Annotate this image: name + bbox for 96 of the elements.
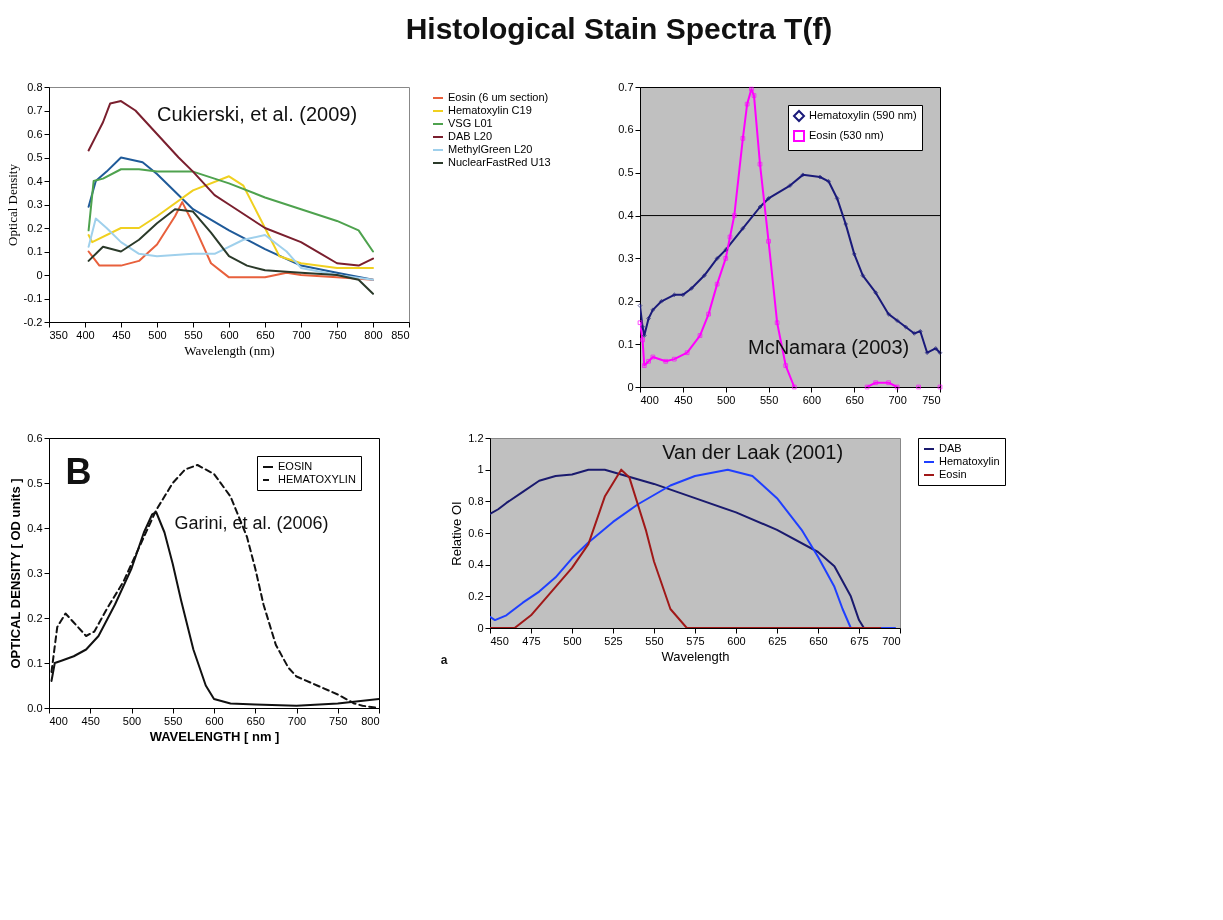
y-tick-label: 1.2 [468,431,484,444]
annotation: Van der Laak (2001) [662,441,844,464]
x-tick-label: 550 [164,714,183,727]
y-tick-label: 0.3 [27,566,43,579]
y-tick-label: 0.6 [27,431,43,444]
legend-label: DAB L20 [448,130,493,142]
x-tick-label: 550 [645,634,664,647]
y-tick-label: 0.3 [27,198,43,210]
legend-label: Eosin (530 nm) [809,129,884,141]
annotation: Cukierski, et al. (2009) [157,103,358,126]
x-tick-label: 500 [717,393,736,406]
legend-label: Hematoxylin [939,455,1000,467]
x-tick-label: 700 [292,328,311,341]
x-tick-label: 600 [727,634,746,647]
y-tick-label: 0.2 [27,611,43,624]
y-axis-title: Optical Density [4,163,20,246]
y-tick-label: 0.7 [618,80,634,93]
x-tick-label: 550 [184,328,203,341]
y-axis-title: OPTICAL DENSITY [ OD units ] [8,478,24,669]
x-tick-label: 800 [361,714,380,727]
legend-label: Eosin [939,468,967,480]
x-tick-label: 650 [845,393,864,406]
legend-label: HEMATOXYLIN [278,473,356,485]
y-tick-label: 0.0 [27,701,43,714]
x-tick-label: 350 [49,328,68,341]
y-tick-label: 0.6 [27,127,43,140]
x-axis-title: WAVELENGTH [ nm ] [149,728,280,744]
y-tick-label: 0.1 [27,245,43,257]
y-axis-title: Relative OI [449,501,465,566]
y-tick-label: 1 [477,463,484,476]
x-tick-label: 500 [563,634,582,647]
x-tick-label: 575 [686,634,705,647]
y-tick-label: 0.8 [468,494,484,507]
x-tick-label: 750 [329,714,348,727]
y-tick-label: 0.6 [618,123,634,136]
annotation: B [65,451,92,493]
x-tick-label: 625 [768,634,787,647]
legend-label: EOSIN [278,460,313,472]
y-tick-label: 0.6 [468,526,484,539]
x-tick-label: 600 [802,393,822,406]
y-tick-label: 0.5 [618,166,634,179]
x-tick-label: 675 [850,634,869,647]
x-tick-label: 750 [328,328,347,341]
y-tick-label: 0 [36,268,43,281]
x-tick-label: 400 [49,714,68,727]
x-tick-label: 400 [76,328,95,341]
y-tick-label: 0.2 [618,294,634,307]
text: a [440,653,448,668]
x-tick-label: 550 [759,393,779,406]
x-tick-label: 450 [490,634,509,647]
x-tick-label: 700 [882,634,901,647]
text: Histological Stain Spectra T(f) [405,12,833,45]
x-tick-label: 650 [256,328,275,341]
y-tick-label: 0.1 [618,337,634,350]
y-tick-label: 0.5 [27,476,43,489]
x-tick-label: 500 [148,328,167,341]
y-tick-label: -0.2 [23,315,43,328]
x-tick-label: 450 [674,393,693,406]
x-tick-label: 800 [364,328,383,341]
x-tick-label: 750 [922,393,941,406]
x-tick-label: 500 [122,714,142,727]
x-tick-label: 475 [522,634,541,647]
x-tick-label: 450 [81,714,100,727]
y-tick-label: 0.7 [27,104,43,116]
y-tick-label: -0.1 [23,292,43,304]
x-tick-label: 525 [604,634,623,647]
legend-label: Eosin (6 um section) [448,91,549,103]
legend-label: NuclearFastRed U13 [448,156,551,168]
y-tick-label: 0.2 [468,589,484,602]
x-axis-title: Wavelength (nm) [184,342,275,358]
y-tick-label: 0.4 [468,558,484,571]
y-tick-label: 0.4 [27,174,43,187]
x-tick-label: 700 [287,714,307,727]
x-tick-label: 600 [220,328,239,341]
y-tick-label: 0.8 [27,80,43,93]
x-tick-label: 450 [112,328,131,341]
y-tick-label: 0.4 [27,521,43,534]
legend-label: Hematoxylin (590 nm) [809,109,917,121]
legend-label: VSG L01 [448,117,493,129]
y-tick-label: 0 [627,380,634,393]
x-tick-label: 400 [640,393,659,406]
x-tick-label: 850 [391,328,410,341]
y-tick-label: 0.3 [618,251,634,264]
x-axis-title: Wavelength [661,648,730,664]
x-tick-label: 650 [246,714,265,727]
y-tick-label: 0.1 [27,656,43,669]
y-tick-label: 0.2 [27,221,43,234]
x-tick-label: 600 [205,714,224,727]
y-tick-label: 0 [477,621,484,634]
x-tick-label: 700 [888,393,907,406]
y-tick-label: 0.5 [27,151,43,163]
legend-label: DAB [939,442,962,454]
legend-label: Hematoxylin C19 [448,104,532,116]
y-tick-label: 0.4 [618,209,634,222]
legend-label: MethylGreen L20 [448,143,533,155]
x-tick-label: 650 [809,634,828,647]
